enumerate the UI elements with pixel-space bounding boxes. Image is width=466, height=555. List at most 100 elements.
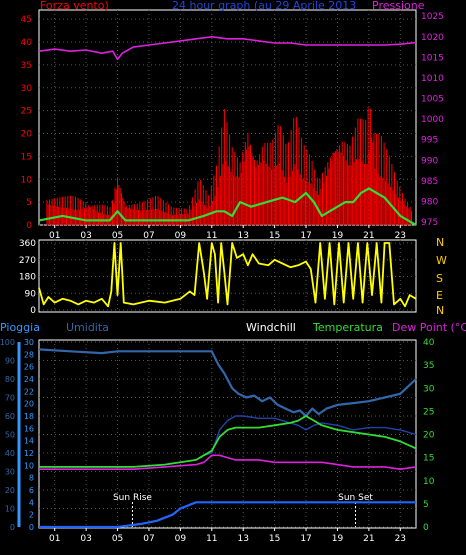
wind-speed-tick: 20 — [21, 130, 33, 140]
temperature-tick: 35 — [423, 361, 434, 371]
temperature-tick: 5 — [423, 500, 429, 510]
humidity-tick: 20 — [5, 486, 15, 495]
wind-speed-tick: 0 — [26, 221, 32, 231]
x-tick-label: 13 — [237, 231, 248, 241]
x-tick-label: 21 — [363, 534, 374, 544]
humidity-line — [38, 348, 417, 418]
x-tick-label: 01 — [49, 231, 60, 241]
x-tick-label: 01 — [49, 534, 60, 544]
humidity-tick: 90 — [5, 357, 15, 366]
wind-direction-axis: 0 90 180 270 360 — [19, 239, 36, 316]
x-tick-label: 11 — [206, 534, 217, 544]
x-tick-label: 23 — [395, 231, 406, 241]
x-tick-label: 17 — [300, 231, 311, 241]
humidity-tick: 60 — [5, 412, 15, 421]
x-tick-label: 09 — [175, 534, 187, 544]
x-tick-label: 11 — [206, 231, 217, 241]
pressure-tick: 975 — [421, 218, 438, 228]
rain-temperature-x-axis: 01 03 05 07 09 11 13 15 17 19 21 23 — [49, 528, 406, 544]
pressure-tick: 1020 — [421, 33, 444, 43]
x-tick-label: 21 — [363, 231, 374, 241]
dewpoint-line — [39, 454, 417, 471]
rain-tick: 8 — [29, 474, 34, 483]
pressure-tick: 990 — [421, 156, 438, 166]
sun-markers: Sun Rise Sun Set — [113, 493, 373, 527]
temperature-legend: Temperatura — [312, 321, 383, 334]
rain-tick: 20 — [24, 400, 34, 409]
wind-speed-tick: 30 — [21, 84, 33, 94]
compass-label: S — [436, 272, 443, 285]
wind-pressure-x-axis: 01 03 05 07 09 11 13 15 17 19 21 23 — [49, 225, 406, 241]
rain-tick: 12 — [24, 449, 34, 458]
rain-tick: 22 — [24, 387, 34, 396]
temperature-tick: 0 — [423, 523, 429, 533]
wind-direction-tick: 360 — [19, 239, 36, 249]
rain-temperature-grid — [39, 340, 416, 528]
dewpoint-legend: Dew Point (°C) — [392, 321, 466, 334]
rain-tick: 18 — [24, 412, 34, 421]
humidity-tick: 40 — [5, 449, 15, 458]
pressure-tick: 1025 — [421, 12, 444, 22]
wind-direction-tick: 90 — [25, 289, 37, 299]
humidity-tick: 10 — [5, 505, 15, 514]
x-tick-label: 15 — [269, 231, 280, 241]
x-tick-label: 17 — [300, 534, 311, 544]
rain-legend: Pioggia — [0, 321, 40, 334]
pressure-tick: 1015 — [421, 53, 444, 63]
pressure-tick: 985 — [421, 177, 438, 187]
x-tick-label: 19 — [332, 534, 344, 544]
wind-speed-tick: 25 — [21, 107, 32, 117]
rain-tick: 4 — [29, 498, 34, 507]
humidity-tick: 50 — [5, 431, 15, 440]
wind-speed-tick: 40 — [21, 38, 33, 48]
sunset-label: Sun Set — [338, 493, 373, 503]
x-tick-label: 15 — [269, 534, 280, 544]
windchill-line — [39, 415, 417, 468]
humidity-tick: 80 — [5, 375, 15, 384]
compass-label: E — [436, 289, 443, 302]
rain-temperature-series — [38, 348, 417, 529]
x-tick-label: 13 — [237, 534, 248, 544]
x-tick-label: 03 — [80, 534, 91, 544]
wind-speed-tick: 45 — [21, 15, 32, 25]
temperature-tick: 10 — [423, 477, 435, 487]
temperature-tick: 40 — [423, 338, 435, 348]
wind-speed-tick: 5 — [26, 198, 32, 208]
humidity-tick: 70 — [5, 394, 15, 403]
x-tick-label: 23 — [395, 534, 406, 544]
wind-direction-line — [38, 242, 417, 308]
x-tick-label: 19 — [332, 231, 344, 241]
humidity-tick: 0 — [10, 523, 15, 532]
pressure-axis-label: Pressione — [372, 0, 425, 12]
rain-tick: 14 — [24, 437, 34, 446]
compass-label: N — [436, 236, 444, 249]
temperature-line — [39, 415, 417, 468]
pressure-tick: 1010 — [421, 74, 444, 84]
x-tick-label: 07 — [143, 534, 154, 544]
rain-tick: 30 — [24, 338, 34, 347]
wind-speed-tick: 10 — [21, 175, 33, 185]
compass-label: N — [436, 304, 444, 317]
compass-label: W — [436, 254, 447, 267]
windchill-legend: Windchill — [246, 321, 296, 334]
x-tick-label: 09 — [175, 231, 187, 241]
rain-tick: 10 — [24, 461, 34, 470]
rain-tick: 6 — [29, 486, 34, 495]
rain-tick: 16 — [24, 424, 34, 433]
pressure-tick: 980 — [421, 198, 438, 208]
pressure-tick: 1000 — [421, 115, 444, 125]
wind-speed-axis-label: Forza vento) — [40, 0, 109, 12]
humidity-tick: 30 — [5, 468, 15, 477]
rain-tick: 0 — [29, 523, 34, 532]
temperature-axis: 0 5 10 15 20 25 30 35 40 — [423, 338, 435, 533]
wind-direction-tick: 270 — [19, 256, 36, 266]
wind-speed-tick: 15 — [21, 152, 32, 162]
wind-direction-tick: 180 — [19, 273, 36, 283]
temperature-tick: 25 — [423, 407, 434, 417]
rain-tick: 26 — [24, 363, 34, 372]
rain-line — [39, 501, 416, 529]
pressure-axis: 975 980 985 990 995 1000 1005 1010 1015 1020 1025 — [421, 12, 444, 228]
